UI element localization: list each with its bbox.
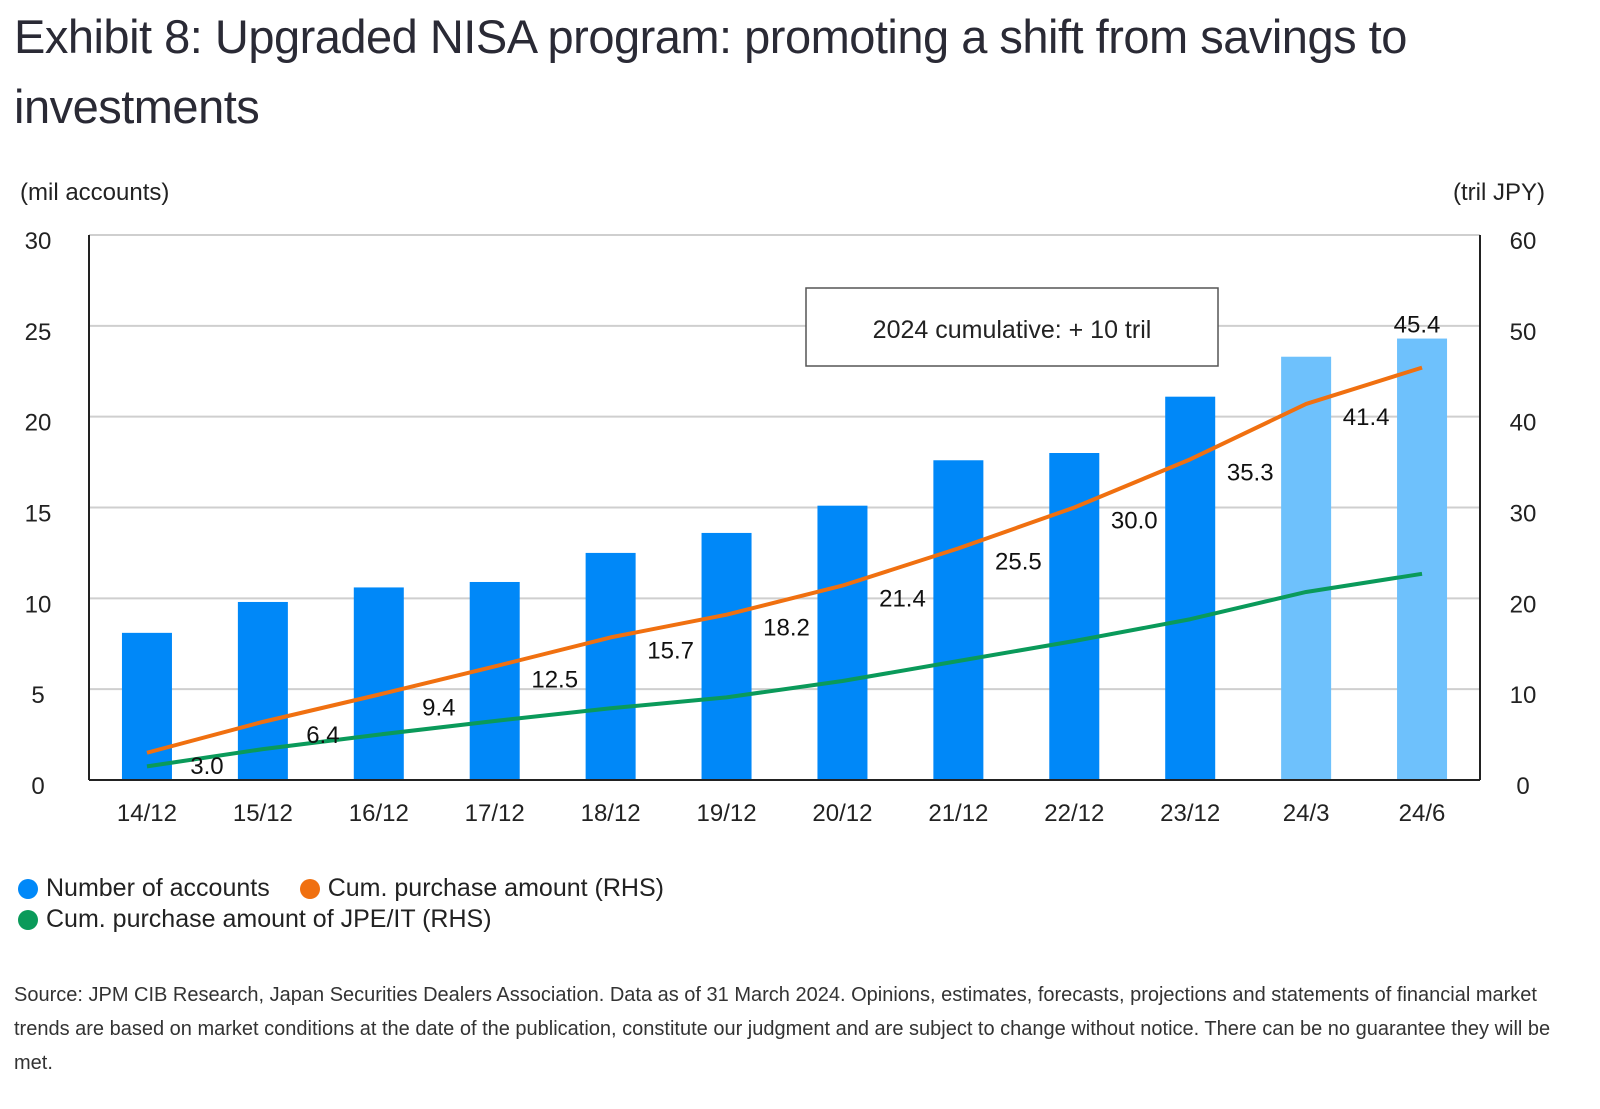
x-tick-label: 17/12 bbox=[465, 800, 525, 827]
x-tick-label: 24/6 bbox=[1399, 800, 1446, 827]
bar-accounts-16/12 bbox=[353, 587, 404, 780]
legend-purchase-marker bbox=[299, 878, 320, 899]
data-label-cum-purchase: 35.3 bbox=[1227, 459, 1274, 486]
data-label-cum-purchase: 25.5 bbox=[995, 548, 1042, 575]
x-tick-label: 14/12 bbox=[117, 800, 177, 827]
bar-accounts-20/12 bbox=[817, 505, 868, 780]
line-cum-purchase bbox=[146, 365, 1423, 755]
legend-jpe-label: Cum. purchase amount of JPE/IT (RHS) bbox=[46, 905, 492, 933]
x-tick-label: 18/12 bbox=[581, 800, 641, 827]
bar-accounts-21/12 bbox=[933, 460, 984, 780]
y-right-tick-label: 10 bbox=[1510, 682, 1537, 709]
y-left-tick-label: 0 bbox=[31, 773, 44, 800]
annotation-text: 2024 cumulative: + 10 tril bbox=[873, 316, 1152, 344]
x-tick-label: 24/3 bbox=[1283, 800, 1330, 827]
y-right-tick-label: 60 bbox=[1510, 228, 1537, 255]
legend-accounts-marker bbox=[18, 878, 38, 899]
x-tick-label: 19/12 bbox=[697, 800, 757, 827]
line-cum-purchase-jpe bbox=[146, 571, 1423, 769]
bar-accounts-24/6 bbox=[1397, 338, 1448, 780]
y-left-axis-label: (mil accounts) bbox=[20, 179, 169, 206]
data-label-cum-purchase: 6.4 bbox=[306, 722, 339, 749]
bar-accounts-17/12 bbox=[469, 581, 520, 780]
y-left-tick-label: 25 bbox=[25, 319, 52, 346]
bar-accounts-14/12 bbox=[121, 632, 172, 780]
data-label-cum-purchase: 15.7 bbox=[647, 637, 694, 664]
bar-accounts-23/12 bbox=[1165, 396, 1216, 780]
y-left-tick-label: 10 bbox=[25, 591, 52, 618]
y-right-tick-label: 0 bbox=[1516, 773, 1529, 800]
x-tick-label: 20/12 bbox=[812, 800, 872, 827]
data-label-cum-purchase: 3.0 bbox=[190, 753, 223, 780]
y-right-axis-label: (tril JPY) bbox=[1453, 179, 1545, 206]
data-label-cum-purchase: 21.4 bbox=[879, 586, 926, 613]
bar-accounts-24/3 bbox=[1281, 356, 1332, 780]
bar-accounts-19/12 bbox=[701, 532, 752, 780]
chart-title: Exhibit 8: Upgraded NISA program: promot… bbox=[14, 10, 1407, 133]
annotation-box bbox=[805, 287, 1219, 367]
source-note: Source: JPM CIB Research, Japan Securiti… bbox=[14, 984, 1551, 1074]
data-label-cum-purchase: 45.4 bbox=[1394, 312, 1441, 339]
data-label-cum-purchase: 30.0 bbox=[1111, 508, 1158, 535]
bar-accounts-18/12 bbox=[585, 552, 636, 780]
legend-row-1: Number of accounts Cum. purchase amount … bbox=[18, 874, 664, 903]
x-tick-label: 15/12 bbox=[233, 800, 293, 827]
y-left-tick-label: 5 bbox=[31, 682, 44, 709]
y-left-tick-label: 15 bbox=[25, 501, 52, 528]
y-right-tick-label: 20 bbox=[1510, 591, 1537, 618]
legend-accounts-label: Number of accounts bbox=[46, 874, 270, 902]
x-tick-label: 21/12 bbox=[928, 800, 988, 827]
legend-row-2: Cum. purchase amount of JPE/IT (RHS) bbox=[18, 905, 492, 934]
data-label-cum-purchase: 12.5 bbox=[531, 666, 578, 693]
y-right-tick-label: 30 bbox=[1510, 501, 1537, 528]
x-tick-label: 23/12 bbox=[1160, 800, 1220, 827]
legend-jpe-marker bbox=[18, 909, 38, 930]
y-left-tick-label: 20 bbox=[25, 410, 52, 437]
x-tick-label: 22/12 bbox=[1044, 800, 1104, 827]
legend-purchase-label: Cum. purchase amount (RHS) bbox=[327, 874, 664, 902]
data-label-cum-purchase: 41.4 bbox=[1343, 404, 1390, 431]
y-right-tick-label: 40 bbox=[1510, 410, 1537, 437]
y-left-tick-label: 30 bbox=[25, 228, 52, 255]
data-label-cum-purchase: 9.4 bbox=[422, 695, 455, 722]
y-right-tick-label: 50 bbox=[1510, 319, 1537, 346]
x-tick-label: 16/12 bbox=[349, 800, 409, 827]
data-label-cum-purchase: 18.2 bbox=[763, 615, 810, 642]
